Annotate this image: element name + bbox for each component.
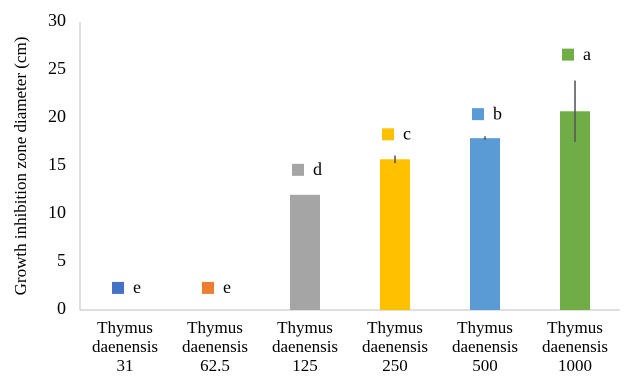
category-label: Thymus daenensis 500 <box>452 318 518 375</box>
category-label-line: 31 <box>117 356 134 375</box>
bar <box>560 111 590 310</box>
category-label-line: daenensis <box>92 337 158 356</box>
significance-marker <box>472 108 484 121</box>
significance-letters: e e d c b a <box>133 44 591 297</box>
y-tick-label: 10 <box>48 202 66 222</box>
category-label-line: Thymus <box>367 318 423 337</box>
category-label-line: 125 <box>292 356 318 375</box>
significance-marker <box>292 163 304 176</box>
significance-letter: e <box>133 277 141 297</box>
category-label: Thymus daenensis 1000 <box>542 318 608 375</box>
y-tick-label: 5 <box>57 250 66 270</box>
category-label-line: Thymus <box>547 318 603 337</box>
y-tick-label: 0 <box>57 298 66 318</box>
category-label: Thymus daenensis 125 <box>272 318 338 375</box>
category-label-line: Thymus <box>187 318 243 337</box>
significance-marker <box>112 281 124 294</box>
y-tick-label: 30 <box>48 10 66 30</box>
significance-marker <box>202 281 214 294</box>
significance-letter: c <box>403 123 411 143</box>
error-bars <box>394 80 576 164</box>
category-label-line: Thymus <box>97 318 153 337</box>
significance-marker <box>382 128 394 141</box>
bar <box>290 194 320 310</box>
y-tick-label: 15 <box>48 154 66 174</box>
y-axis-title-group: Growth inhibition zone diameter (cm) <box>11 37 30 296</box>
category-label-line: daenensis <box>452 337 518 356</box>
category-label: Thymus daenensis 62.5 <box>182 318 248 375</box>
significance-marker <box>562 48 574 61</box>
bar <box>380 159 410 310</box>
bars <box>290 111 590 310</box>
category-label: Thymus daenensis 250 <box>362 318 428 375</box>
y-tick-label: 25 <box>48 58 66 78</box>
category-label-line: daenensis <box>182 337 248 356</box>
category-label-line: 62.5 <box>200 356 230 375</box>
significance-letter: b <box>493 103 502 123</box>
significance-markers <box>112 48 574 294</box>
significance-letter: a <box>583 44 591 64</box>
category-label-line: 500 <box>472 356 498 375</box>
category-label-line: 1000 <box>558 356 592 375</box>
y-tick-labels: 0 5 10 15 20 25 30 <box>48 10 66 318</box>
bar <box>470 138 500 310</box>
category-label: Thymus daenensis 31 <box>92 318 158 375</box>
y-tick-label: 20 <box>48 106 66 126</box>
category-label-line: Thymus <box>277 318 333 337</box>
category-label-line: daenensis <box>542 337 608 356</box>
significance-letter: d <box>313 159 322 179</box>
category-label-line: Thymus <box>457 318 513 337</box>
significance-letter: e <box>223 277 231 297</box>
category-label-line: daenensis <box>362 337 428 356</box>
category-label-line: daenensis <box>272 337 338 356</box>
category-label-line: 250 <box>382 356 408 375</box>
y-axis-title: Growth inhibition zone diameter (cm) <box>11 37 30 296</box>
